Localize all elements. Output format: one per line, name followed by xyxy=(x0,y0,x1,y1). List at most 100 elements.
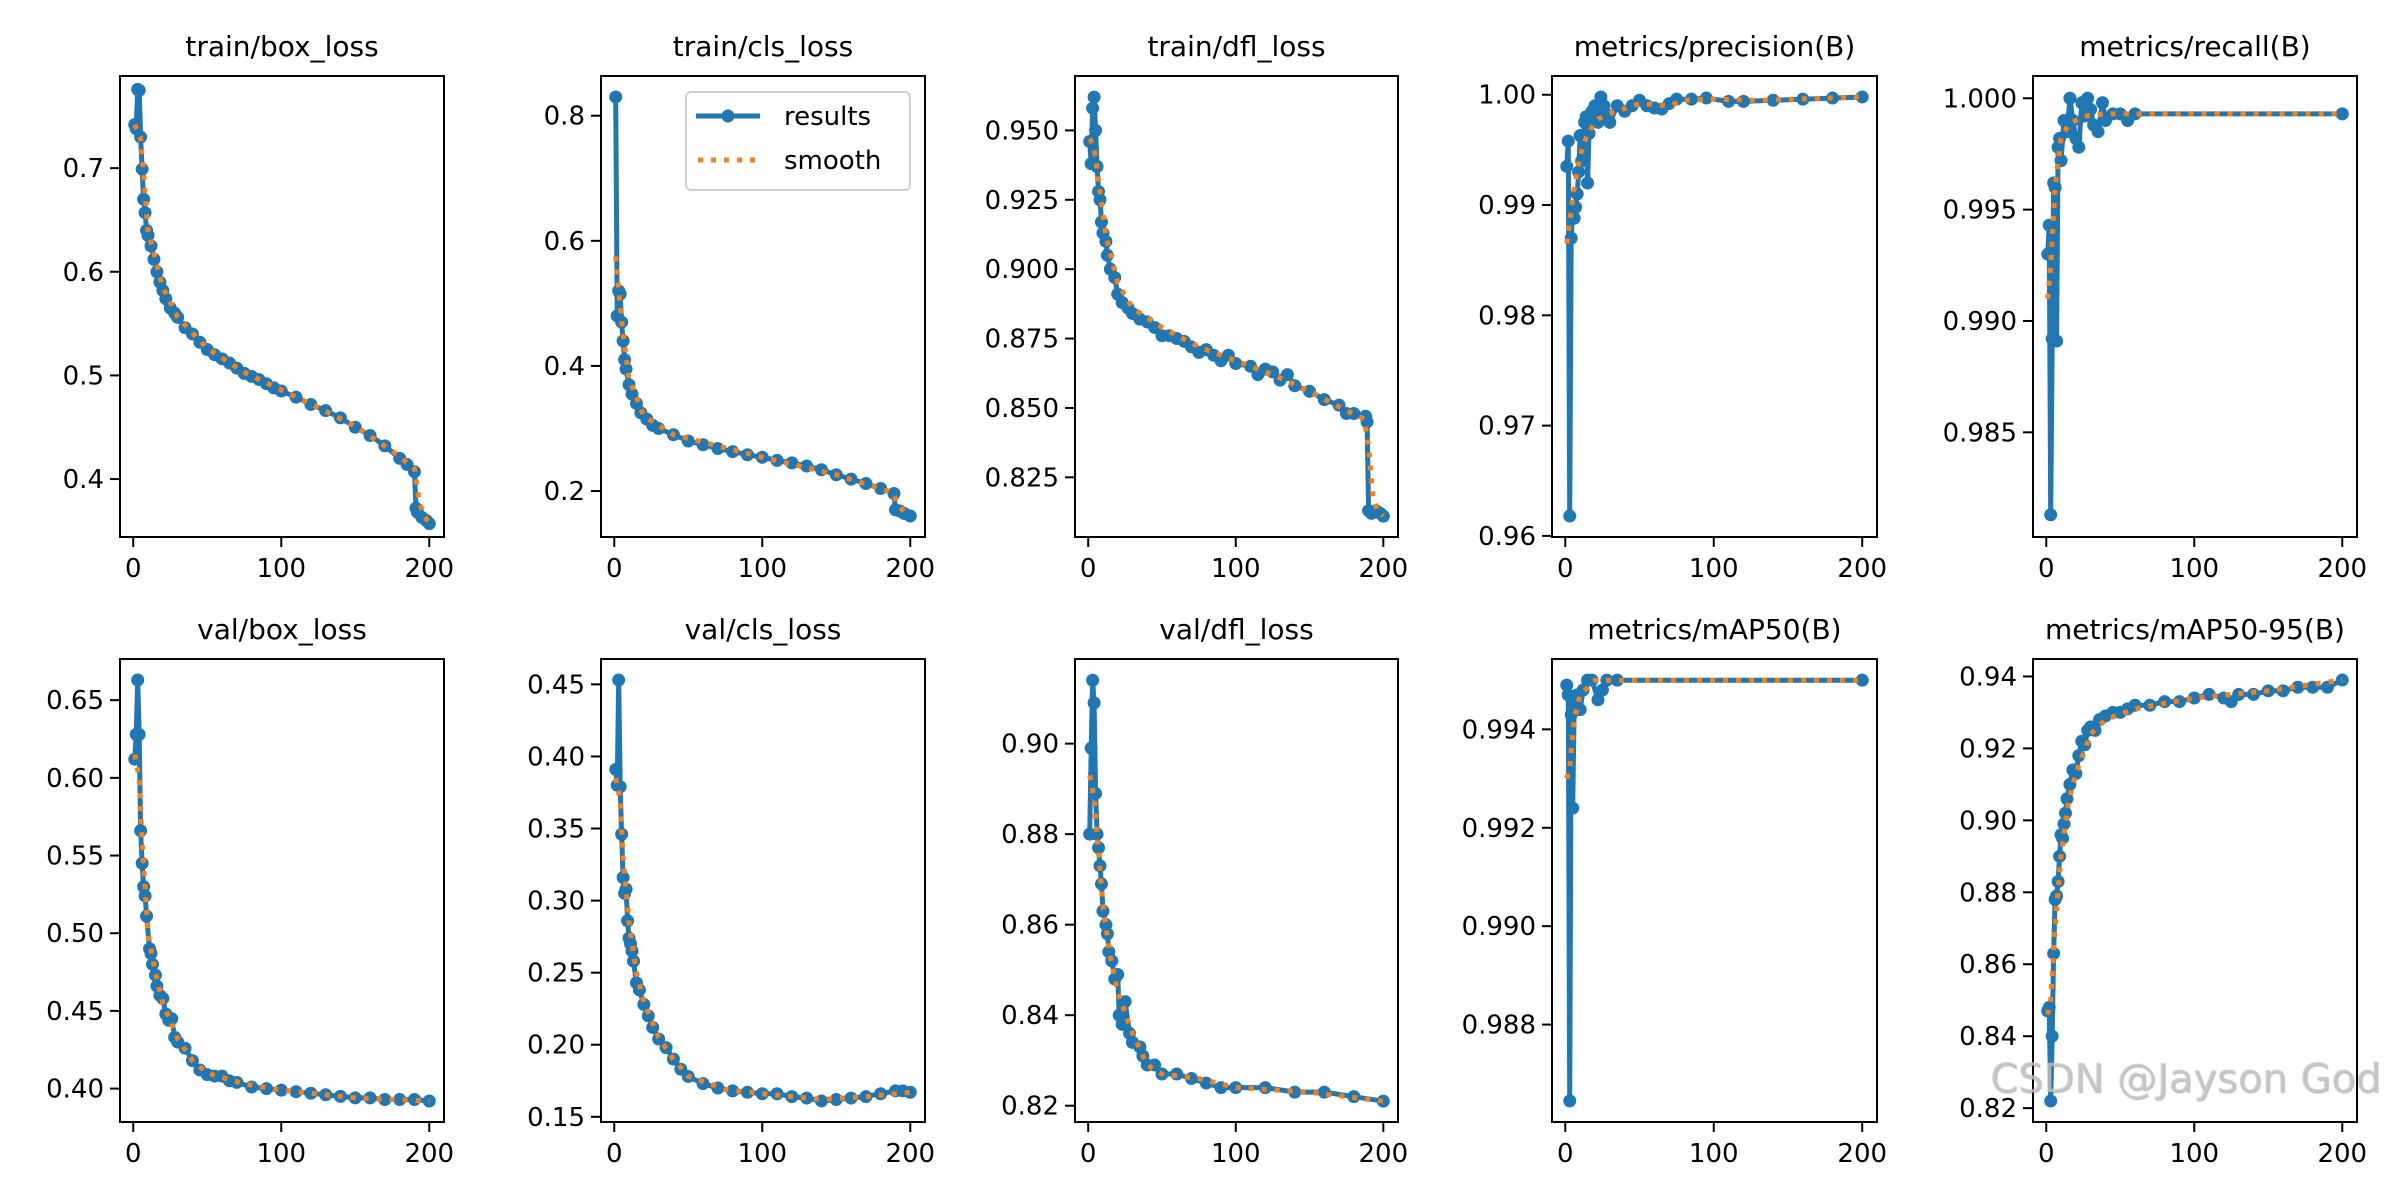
results-point xyxy=(1199,1076,1213,1090)
y-tick-label: 0.45 xyxy=(527,670,585,700)
results-point xyxy=(1603,115,1617,129)
results-point xyxy=(613,780,627,794)
x-tick-label: 0 xyxy=(1080,1139,1097,1169)
results-point xyxy=(1100,248,1114,262)
results-point xyxy=(1591,693,1605,707)
subplot-title: metrics/recall(B) xyxy=(2079,30,2310,63)
y-tick-label: 0.25 xyxy=(527,959,585,989)
y-tick-label: 0.994 xyxy=(1462,715,1536,745)
y-tick-label: 0.6 xyxy=(63,258,104,288)
y-tick-label: 0.88 xyxy=(1001,820,1059,850)
x-tick-label: 200 xyxy=(1358,554,1408,584)
smooth-line xyxy=(1564,94,1863,244)
results-point xyxy=(2291,680,2305,694)
results-point xyxy=(1855,90,1869,104)
y-tick-label: 0.875 xyxy=(985,325,1059,355)
results-point xyxy=(131,673,145,687)
results-point xyxy=(1376,509,1390,523)
smooth-line xyxy=(2045,111,2343,299)
results-point xyxy=(2172,695,2186,709)
axes-frame xyxy=(1074,658,1399,1123)
x-tick-label: 100 xyxy=(1211,1139,1261,1169)
plot-area xyxy=(1560,673,1869,1108)
legend-smooth-label: smooth xyxy=(784,146,881,176)
axes-frame xyxy=(600,658,926,1123)
subplot-title: train/box_loss xyxy=(185,30,378,63)
results-point xyxy=(1855,673,1869,687)
y-tick-label: 0.60 xyxy=(46,764,104,794)
results-point xyxy=(641,1009,655,1023)
y-tick-label: 0.55 xyxy=(46,842,104,872)
y-tick-label: 0.90 xyxy=(1959,806,2017,836)
legend: results smooth xyxy=(685,91,911,191)
x-tick-label: 100 xyxy=(2169,1139,2219,1169)
results-point xyxy=(1084,741,1098,755)
results-point xyxy=(2047,946,2061,960)
y-tick-label: 0.65 xyxy=(46,686,104,716)
results-point xyxy=(1581,176,1595,190)
x-tick-label: 0 xyxy=(125,1139,142,1169)
y-tick-label: 1.000 xyxy=(1943,84,2017,114)
plot-area xyxy=(128,673,436,1108)
results-point xyxy=(903,509,917,523)
results-point xyxy=(2044,1094,2058,1108)
results-point xyxy=(144,239,158,253)
smooth-line xyxy=(132,123,432,525)
y-tick-label: 0.4 xyxy=(544,352,585,382)
results-point xyxy=(612,673,626,687)
x-tick-label: 100 xyxy=(256,1139,306,1169)
x-tick-label: 200 xyxy=(885,554,935,584)
subplot-title: metrics/mAP50-95(B) xyxy=(2045,613,2345,646)
plot-area xyxy=(1083,673,1390,1108)
results-point xyxy=(289,1085,303,1099)
results-point xyxy=(1086,101,1100,115)
x-tick-label: 100 xyxy=(737,554,787,584)
results-point xyxy=(1610,673,1624,687)
results-point xyxy=(646,1020,660,1034)
results-point xyxy=(319,404,333,418)
y-tick-label: 0.2 xyxy=(544,477,585,507)
legend-results-label: results xyxy=(784,102,871,132)
results-point xyxy=(903,1085,917,1099)
y-tick-label: 0.995 xyxy=(1943,196,2017,226)
x-tick-label: 0 xyxy=(2038,1139,2055,1169)
x-tick-label: 0 xyxy=(1557,554,1574,584)
y-tick-label: 0.50 xyxy=(46,919,104,949)
subplot-6: val/box_loss 0 100 200 0.40 0.45 0.50 0.55 0.60 0… xyxy=(46,613,454,1169)
y-tick-label: 0.5 xyxy=(63,361,104,391)
results-point xyxy=(1560,159,1574,173)
subplot-title: train/dfl_loss xyxy=(1147,30,1325,63)
results-point xyxy=(770,453,784,467)
results-line xyxy=(132,86,432,526)
y-tick-label: 0.7 xyxy=(63,154,104,184)
y-tick-label: 0.82 xyxy=(1001,1092,1059,1122)
x-tick-label: 0 xyxy=(606,1139,623,1169)
results-point xyxy=(609,90,623,104)
axes-frame xyxy=(1551,75,1878,538)
subplot-title: train/cls_loss xyxy=(673,30,853,63)
subplot-9: metrics/mAP50(B) 0 100 200 0.988 0.990 0.992 0.… xyxy=(1462,613,1887,1169)
results-point xyxy=(1087,90,1101,104)
y-tick-label: 0.35 xyxy=(527,815,585,845)
y-tick-label: 0.925 xyxy=(985,186,1059,216)
y-tick-label: 0.900 xyxy=(985,255,1059,285)
y-tick-label: 0.94 xyxy=(1959,662,2017,692)
y-tick-label: 0.990 xyxy=(1943,307,2017,337)
y-tick-label: 0.850 xyxy=(985,394,1059,424)
results-point xyxy=(1376,1094,1390,1108)
axes-frame xyxy=(119,658,445,1123)
results-point xyxy=(304,1086,318,1100)
y-tick-label: 0.82 xyxy=(1959,1094,2017,1124)
results-line xyxy=(1564,94,1863,519)
results-point xyxy=(1094,877,1108,891)
y-tick-label: 0.90 xyxy=(1001,730,1059,760)
results-point xyxy=(1595,683,1609,697)
results-point xyxy=(1280,368,1294,382)
y-tick-label: 0.8 xyxy=(544,102,585,132)
results-point xyxy=(1566,801,1580,815)
y-tick-label: 0.825 xyxy=(985,463,1059,493)
results-point xyxy=(2128,107,2142,121)
plot-area xyxy=(1560,90,1869,523)
x-tick-label: 100 xyxy=(2169,554,2219,584)
y-tick-label: 0.84 xyxy=(1001,1001,1059,1031)
